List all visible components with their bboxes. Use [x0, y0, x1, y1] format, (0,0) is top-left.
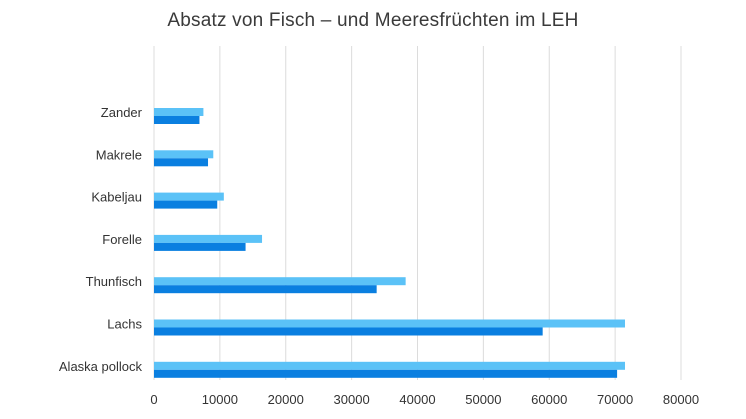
category-label: Thunfisch	[86, 274, 142, 289]
x-tick-label: 40000	[399, 392, 435, 407]
bar	[154, 369, 618, 378]
bar	[154, 108, 204, 116]
bar	[154, 200, 218, 209]
bar	[154, 234, 263, 243]
bar	[154, 116, 200, 124]
bar	[154, 319, 626, 328]
bar	[154, 192, 224, 201]
category-label: Kabeljau	[91, 190, 142, 205]
x-tick-label: 30000	[334, 392, 370, 407]
category-label: Lachs	[107, 317, 142, 332]
category-label: Forelle	[102, 232, 142, 247]
bar	[154, 285, 377, 294]
x-tick-label: 50000	[465, 392, 501, 407]
x-tick-label: 10000	[202, 392, 238, 407]
bar	[154, 361, 626, 370]
category-label: Alaska pollock	[59, 359, 143, 374]
chart-title: Absatz von Fisch – und Meeresfrüchten im…	[167, 10, 579, 31]
bar	[154, 277, 406, 286]
category-label: Makrele	[96, 147, 142, 162]
x-tick-label: 20000	[268, 392, 304, 407]
bar	[154, 242, 246, 251]
bar	[154, 150, 214, 159]
x-tick-label: 70000	[597, 392, 633, 407]
x-tick-label: 80000	[663, 392, 699, 407]
category-label: Zander	[101, 105, 143, 120]
bar	[154, 327, 543, 336]
bar	[154, 158, 209, 167]
x-tick-label: 0	[150, 392, 157, 407]
x-tick-label: 60000	[531, 392, 567, 407]
